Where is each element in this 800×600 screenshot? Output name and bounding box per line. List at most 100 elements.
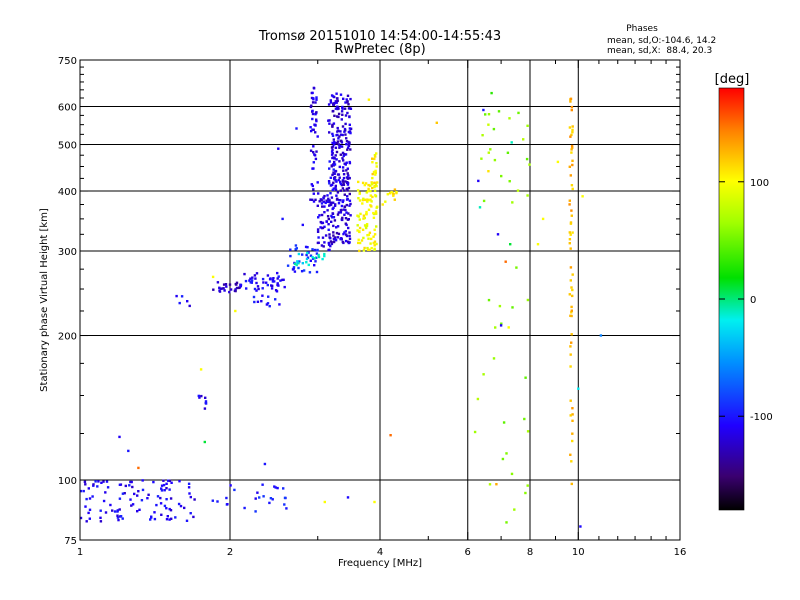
echo-point — [111, 509, 114, 512]
echo-point — [311, 101, 315, 104]
echo-point — [373, 185, 376, 189]
echo-point — [569, 221, 573, 224]
echo-point — [235, 286, 239, 290]
echo-point — [570, 151, 573, 154]
echo-point — [369, 242, 372, 245]
echo-point — [224, 283, 228, 286]
echo-point — [234, 288, 237, 291]
echo-point — [334, 100, 337, 103]
echo-point — [373, 154, 377, 157]
echo-point — [318, 214, 321, 217]
echo-point — [282, 487, 285, 490]
echo-point — [243, 506, 246, 510]
echo-point — [570, 133, 573, 137]
echo-point — [571, 439, 574, 443]
echo-point — [331, 188, 334, 192]
echo-point — [348, 176, 351, 180]
echo-point — [374, 169, 377, 173]
echo-point — [569, 414, 572, 417]
echo-point — [369, 198, 372, 201]
echo-point — [336, 126, 339, 130]
echo-point — [338, 135, 341, 138]
echo-point — [270, 287, 274, 290]
echo-point — [261, 287, 264, 290]
echo-point — [192, 515, 195, 519]
echo-point — [261, 277, 265, 281]
echo-point — [261, 294, 264, 297]
echo-point — [366, 198, 369, 201]
y-axis: 75 100 200 300 400 500 600 750 — [58, 56, 680, 547]
echo-point — [343, 205, 346, 208]
echo-point — [268, 501, 271, 505]
echo-point — [168, 488, 171, 491]
echo-point — [367, 98, 371, 101]
echo-point — [568, 203, 571, 206]
echo-point — [571, 294, 574, 298]
echo-point — [571, 432, 574, 435]
echo-point — [476, 397, 480, 401]
echo-point — [188, 304, 191, 308]
echo-point — [348, 107, 352, 110]
y-tick-label: 400 — [58, 187, 77, 198]
echo-point — [349, 214, 352, 217]
echo-point — [328, 160, 331, 163]
echo-point — [323, 254, 326, 258]
echo-point — [570, 108, 573, 112]
echo-point — [338, 165, 341, 169]
echo-point — [347, 226, 350, 230]
echo-point — [337, 232, 341, 236]
echo-point — [83, 480, 87, 483]
echo-point — [363, 216, 366, 220]
echo-point — [285, 507, 288, 510]
echo-point — [160, 489, 164, 492]
echo-point — [332, 168, 335, 171]
echo-point — [571, 125, 574, 128]
echo-point — [235, 281, 239, 284]
x-tick-label: 2 — [227, 547, 233, 558]
echo-point — [336, 213, 340, 216]
echo-point — [163, 504, 167, 508]
echo-point — [312, 188, 315, 191]
echo-point — [295, 263, 298, 267]
echo-point — [334, 107, 338, 110]
echo-point — [140, 499, 144, 502]
echo-point — [330, 242, 334, 246]
echo-point — [501, 457, 505, 461]
echo-point — [91, 495, 94, 498]
echo-point — [79, 489, 83, 493]
echo-point — [118, 483, 122, 486]
echo-points — [79, 86, 603, 528]
echo-point — [332, 224, 335, 228]
echo-point — [273, 280, 276, 283]
echo-point — [334, 203, 337, 206]
echo-point — [390, 190, 393, 194]
echo-point — [316, 230, 320, 233]
echo-point — [335, 231, 339, 235]
echo-point — [346, 189, 349, 192]
echo-point — [133, 492, 136, 496]
echo-point — [323, 225, 326, 228]
echo-point — [577, 387, 580, 390]
echo-point — [346, 94, 350, 97]
echo-point — [170, 481, 173, 484]
echo-point — [508, 117, 511, 120]
echo-point — [330, 196, 334, 199]
y-tick-label: 750 — [58, 56, 77, 67]
echo-point — [336, 197, 339, 200]
echo-point — [118, 508, 121, 511]
echo-point — [480, 157, 483, 160]
echo-point — [309, 126, 312, 129]
echo-point — [315, 119, 318, 123]
echo-point — [569, 365, 572, 368]
echo-point — [345, 187, 349, 191]
echo-point — [342, 232, 345, 236]
echo-point — [370, 237, 373, 241]
echo-point — [328, 131, 331, 134]
echo-point — [344, 114, 348, 117]
echo-point — [323, 252, 326, 256]
echo-point — [253, 287, 257, 291]
echo-point — [321, 226, 325, 230]
echo-point — [570, 460, 573, 463]
echo-point — [141, 479, 144, 482]
echo-point — [342, 154, 345, 158]
